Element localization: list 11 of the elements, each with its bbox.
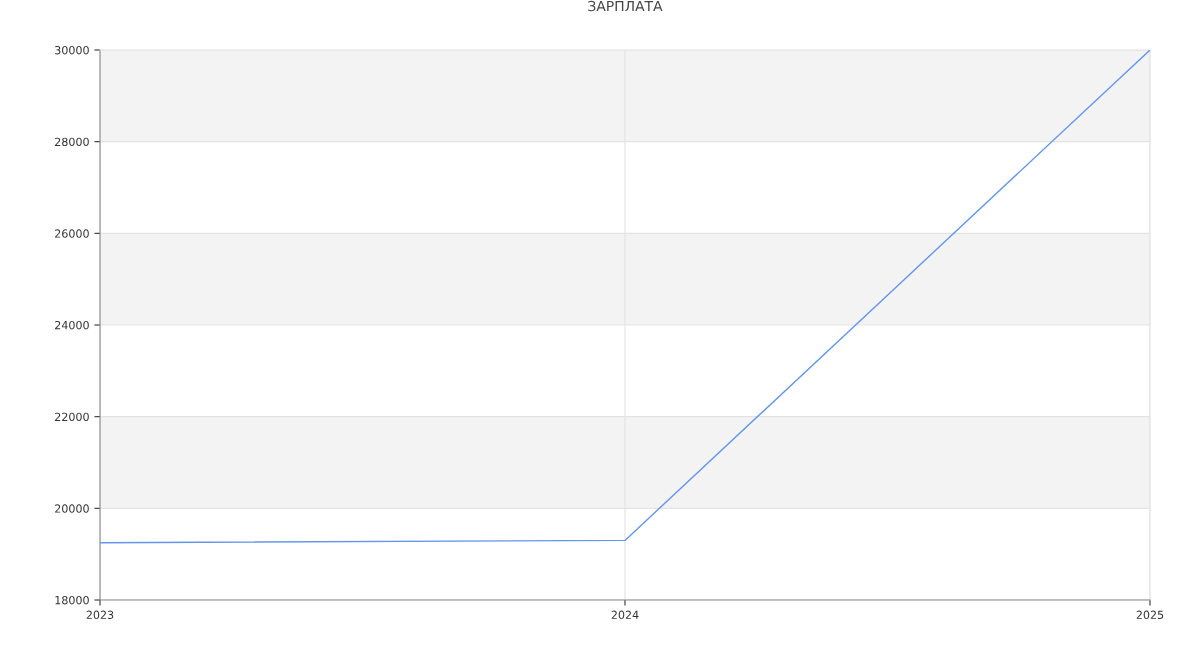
x-tick-label: 2025	[1136, 610, 1164, 620]
y-tick-label: 20000	[55, 504, 89, 513]
x-tick-label: 2024	[611, 610, 639, 620]
x-tick-label: 2023	[86, 610, 114, 620]
y-tick-label: 26000	[55, 229, 89, 238]
y-tick-label: 22000	[55, 412, 89, 422]
y-tick-label: 24000	[55, 320, 89, 330]
y-tick-label: 30000	[55, 45, 89, 55]
chart-title: ЗАРПЛАТА	[588, 0, 663, 12]
y-tick-label: 18000	[55, 595, 89, 605]
y-tick-label: 28000	[55, 137, 89, 147]
